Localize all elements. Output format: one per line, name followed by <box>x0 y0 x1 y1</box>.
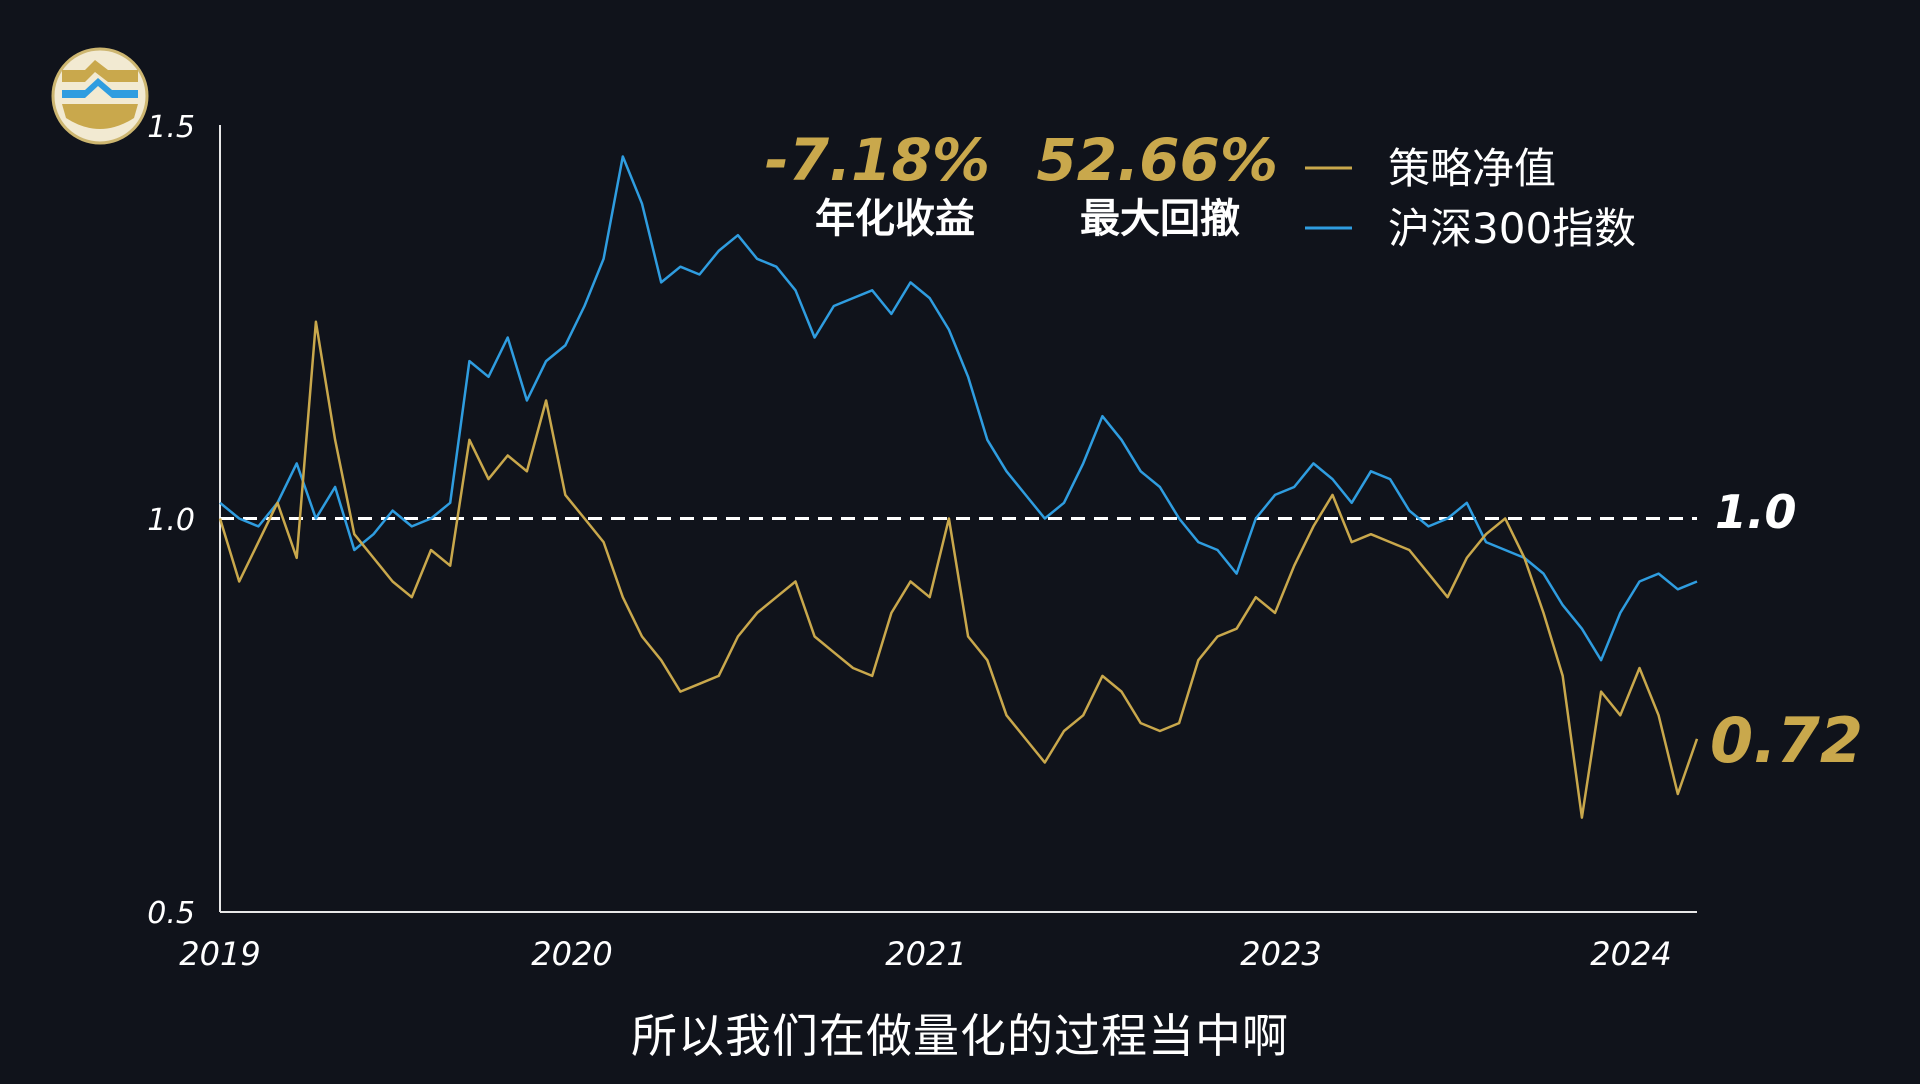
x-tick-label: 2020 <box>531 935 612 973</box>
annual-return-label: 年化收益 <box>815 196 975 242</box>
end-value-label: 0.72 <box>1710 704 1863 777</box>
y-tick-label: 0.5 <box>147 896 195 931</box>
logo-icon <box>51 47 149 145</box>
subtitle-caption: 所以我们在做量化的过程当中啊 <box>631 1009 1289 1063</box>
x-tick-label: 2023 <box>1240 935 1321 973</box>
legend-label-strategy: 策略净值 <box>1388 144 1556 193</box>
index-line <box>219 155 1698 662</box>
reference-line-label: 1.0 <box>1715 485 1797 539</box>
max-drawdown-label: 最大回撤 <box>1080 196 1240 242</box>
y-tick-label: 1.0 <box>147 503 195 538</box>
x-tick-label: 2021 <box>885 935 966 973</box>
y-tick-label: 1.5 <box>147 110 195 145</box>
strategy-nav-line <box>218 320 1699 819</box>
legend-label-index: 沪深300指数 <box>1388 204 1636 253</box>
x-tick-label: 2019 <box>179 935 260 973</box>
annual-return-value: -7.18% <box>765 126 990 194</box>
x-tick-label: 2024 <box>1590 935 1671 973</box>
max-drawdown-value: 52.66% <box>1036 126 1278 194</box>
